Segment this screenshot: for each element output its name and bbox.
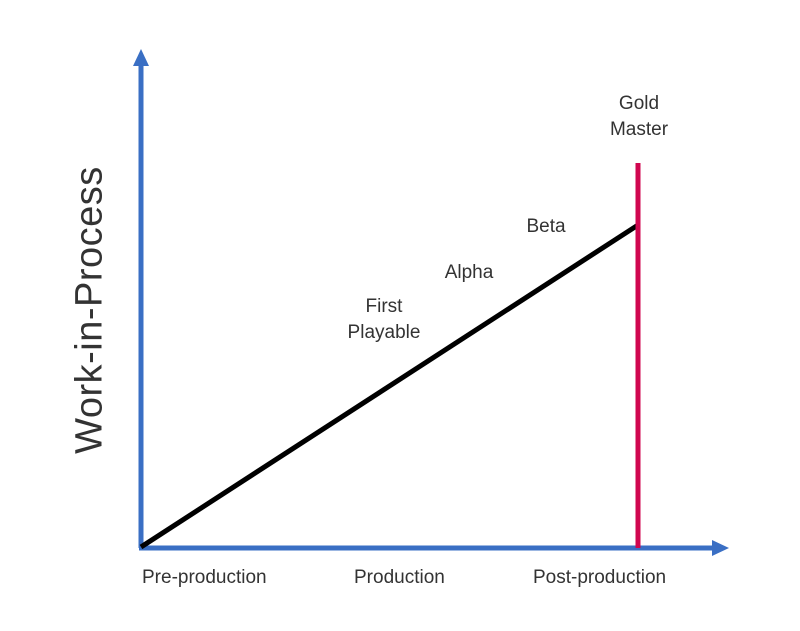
y-axis-arrowhead	[133, 49, 149, 66]
milestone-gold-master-line1: Gold	[618, 93, 660, 114]
milestone-alpha: Alpha	[445, 260, 494, 286]
milestone-first-playable: First Playable	[348, 294, 421, 346]
y-axis-title: Work-in-Process	[68, 166, 111, 454]
milestone-first-playable-line2: Playable	[347, 322, 421, 343]
milestone-first-playable-line1: First	[365, 296, 403, 317]
progress-line	[139, 222, 640, 550]
milestone-alpha-line1: Alpha	[444, 262, 494, 283]
milestone-beta: Beta	[526, 214, 565, 240]
x-label-production: Production	[354, 567, 445, 588]
x-axis-arrowhead	[712, 540, 729, 556]
milestone-gold-master: Gold Master	[610, 91, 668, 143]
milestone-gold-master-line2: Master	[609, 119, 669, 140]
milestone-beta-line1: Beta	[526, 216, 566, 237]
x-label-post-production: Post-production	[533, 567, 667, 588]
x-label-pre-production: Pre-production	[142, 567, 267, 588]
